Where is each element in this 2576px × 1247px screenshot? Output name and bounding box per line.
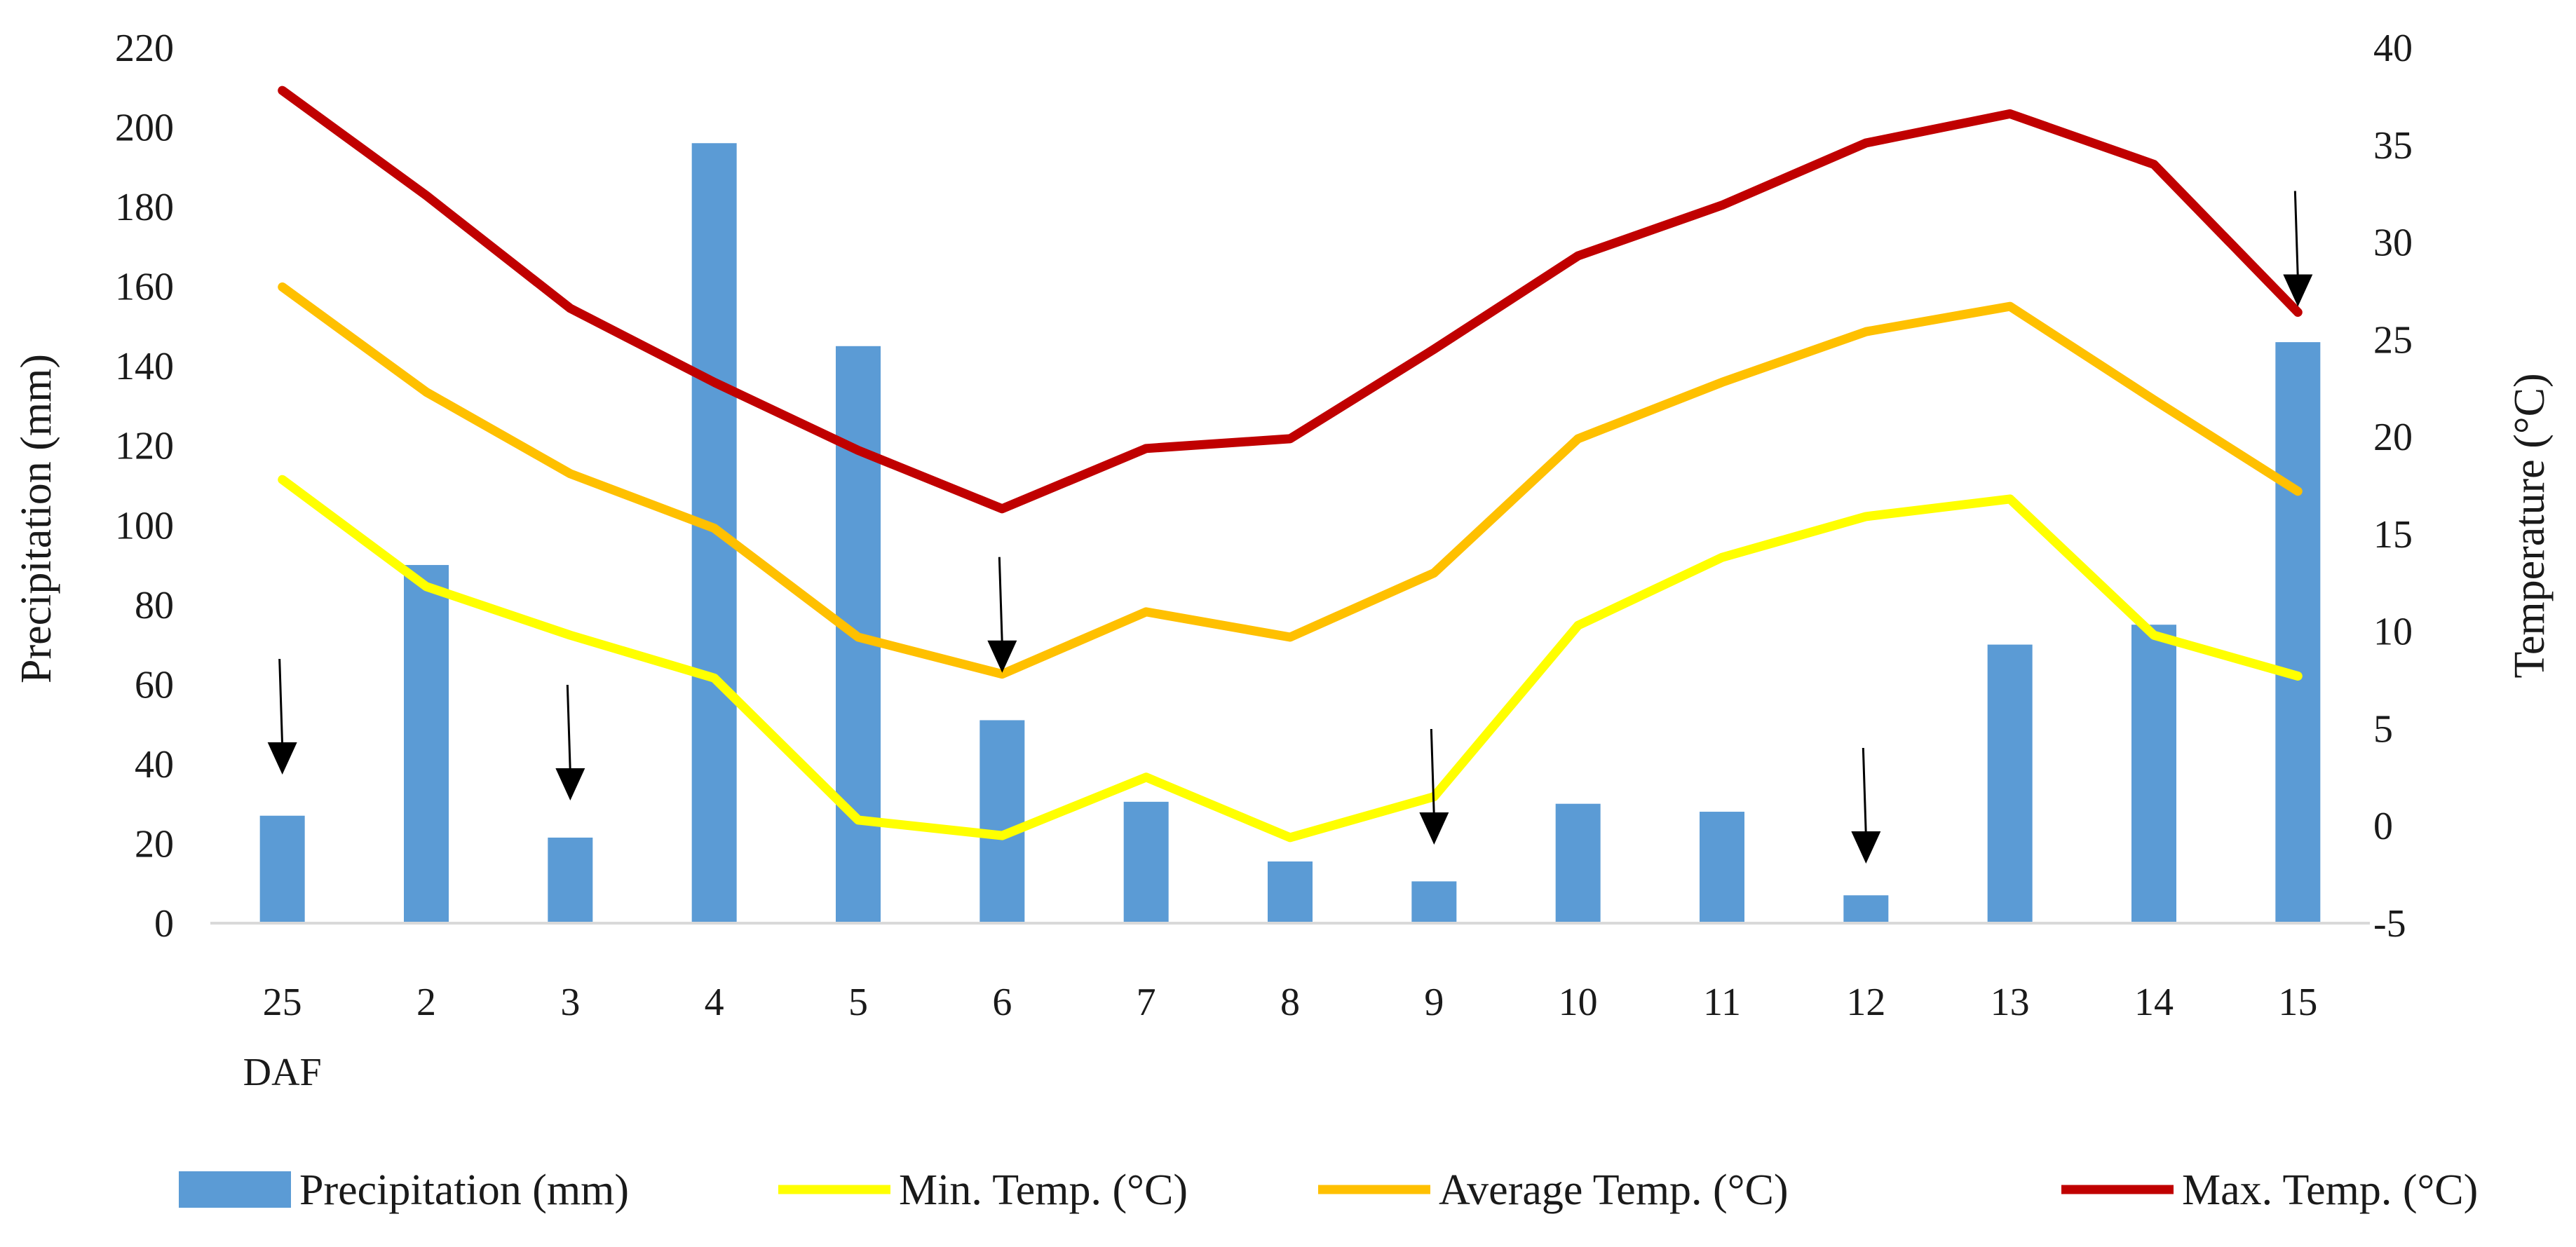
arrow-shaft xyxy=(566,684,571,773)
left-tick-20: 20 xyxy=(135,822,174,866)
average-temp-c-line xyxy=(278,282,2303,679)
arrow-25 xyxy=(267,658,297,775)
arrow-9 xyxy=(1419,728,1449,845)
left-tick-220: 220 xyxy=(115,27,174,70)
precipitation-bars xyxy=(259,143,2321,924)
precipitation-bar-15 xyxy=(2275,342,2321,924)
legend-label: Precipitation (mm) xyxy=(299,1166,629,1214)
right-tick-5: 5 xyxy=(2373,707,2393,751)
precipitation-bar-13 xyxy=(1987,644,2033,923)
max-temp-c-line xyxy=(278,86,2303,514)
right-tick-20: 20 xyxy=(2373,416,2413,459)
right-tick-40: 40 xyxy=(2373,27,2413,70)
left-tick-180: 180 xyxy=(115,186,174,229)
x-tick-6: 6 xyxy=(992,981,1012,1024)
legend-label: Average Temp. (°C) xyxy=(1439,1166,1788,1214)
legend-label: Min. Temp. (°C) xyxy=(899,1166,1188,1214)
arrow-12 xyxy=(1851,747,1881,864)
x-tick-12: 12 xyxy=(1846,981,1885,1024)
legend-item-average-temp-c: Average Temp. (°C) xyxy=(1318,1166,1788,1214)
arrow-head xyxy=(987,640,1017,673)
legend-swatch xyxy=(179,1171,291,1208)
x-tick-2: 2 xyxy=(416,981,436,1024)
arrow-head xyxy=(1851,831,1881,864)
right-axis-ticks: -5 0 5 10 15 20 25 30 35 40 xyxy=(2373,27,2413,946)
x-tick-5: 5 xyxy=(848,981,868,1024)
precipitation-bar-14 xyxy=(2131,625,2176,923)
left-axis-title: Precipitation (mm) xyxy=(13,354,60,683)
left-tick-160: 160 xyxy=(115,266,174,309)
precipitation-bar-25 xyxy=(259,815,305,923)
x-tick-11: 11 xyxy=(1703,981,1741,1024)
left-tick-60: 60 xyxy=(135,663,174,707)
arrow-head xyxy=(1419,812,1449,845)
x-axis-ticks: 25 2 3 4 5 6 7 8 9 10 11 12 13 14 15 DAF xyxy=(243,981,2318,1094)
legend: Precipitation (mm) Min. Temp. (°C) Average… xyxy=(179,1166,2478,1214)
legend-item-max-temp-c: Max. Temp. (°C) xyxy=(2061,1166,2478,1214)
precipitation-bar-11 xyxy=(1700,812,1744,923)
left-tick-120: 120 xyxy=(115,425,174,468)
precipitation-bar-10 xyxy=(1555,803,1601,923)
right-tick-10: 10 xyxy=(2373,611,2413,654)
precipitation-bar-8 xyxy=(1268,861,1313,923)
arrow-15 xyxy=(2283,191,2313,307)
legend-item-precipitation-mm: Precipitation (mm) xyxy=(179,1166,629,1214)
legend-item-min-temp-c: Min. Temp. (°C) xyxy=(778,1166,1188,1214)
legend-label: Max. Temp. (°C) xyxy=(2182,1166,2478,1214)
left-tick-40: 40 xyxy=(135,743,174,786)
right-tick-30: 30 xyxy=(2373,222,2413,265)
arrow-shaft xyxy=(2293,191,2299,279)
left-tick-140: 140 xyxy=(115,345,174,388)
right-tick--5: -5 xyxy=(2373,902,2406,946)
x-tick-8: 8 xyxy=(1280,981,1300,1024)
left-tick-80: 80 xyxy=(135,584,174,627)
x-tick-14: 14 xyxy=(2134,981,2174,1024)
x-tick-3: 3 xyxy=(560,981,580,1024)
arrow-head xyxy=(2283,274,2313,307)
right-tick-25: 25 xyxy=(2373,318,2413,362)
temperature-lines xyxy=(278,86,2303,843)
right-tick-35: 35 xyxy=(2373,124,2413,168)
arrow-3 xyxy=(555,684,585,800)
left-axis-ticks: 0 20 40 60 80 100 120 140 160 180 200 220 xyxy=(115,27,174,946)
min-temp-c-line xyxy=(278,475,2303,843)
arrow-head xyxy=(555,768,585,800)
precipitation-bar-7 xyxy=(1123,801,1169,923)
arrow-shaft xyxy=(998,557,1003,645)
left-tick-200: 200 xyxy=(115,107,174,150)
precipitation-bar-3 xyxy=(548,837,593,923)
arrow-shaft xyxy=(1430,728,1435,817)
right-tick-0: 0 xyxy=(2373,805,2393,848)
x-tick-25: 25 xyxy=(263,981,302,1024)
x-tick-7: 7 xyxy=(1137,981,1156,1024)
x-tick-sublabel: DAF xyxy=(243,1051,322,1094)
precipitation-bar-12 xyxy=(1843,895,1889,923)
right-axis-title: Temperature (°C) xyxy=(2506,373,2554,678)
precipitation-bar-9 xyxy=(1411,881,1457,923)
left-tick-0: 0 xyxy=(154,902,174,946)
annotation-arrows xyxy=(267,191,2313,864)
precipitation-bar-6 xyxy=(979,720,1025,923)
x-tick-15: 15 xyxy=(2278,981,2317,1024)
x-tick-4: 4 xyxy=(705,981,724,1024)
right-tick-15: 15 xyxy=(2373,513,2413,557)
arrow-head xyxy=(267,742,297,775)
left-tick-100: 100 xyxy=(115,504,174,547)
x-tick-10: 10 xyxy=(1559,981,1598,1024)
precipitation-bar-2 xyxy=(404,565,449,923)
arrow-shaft xyxy=(278,658,284,747)
arrow-shaft xyxy=(1862,747,1867,836)
x-tick-9: 9 xyxy=(1424,981,1444,1024)
x-tick-13: 13 xyxy=(1991,981,2030,1024)
arrow-6 xyxy=(987,557,1017,673)
